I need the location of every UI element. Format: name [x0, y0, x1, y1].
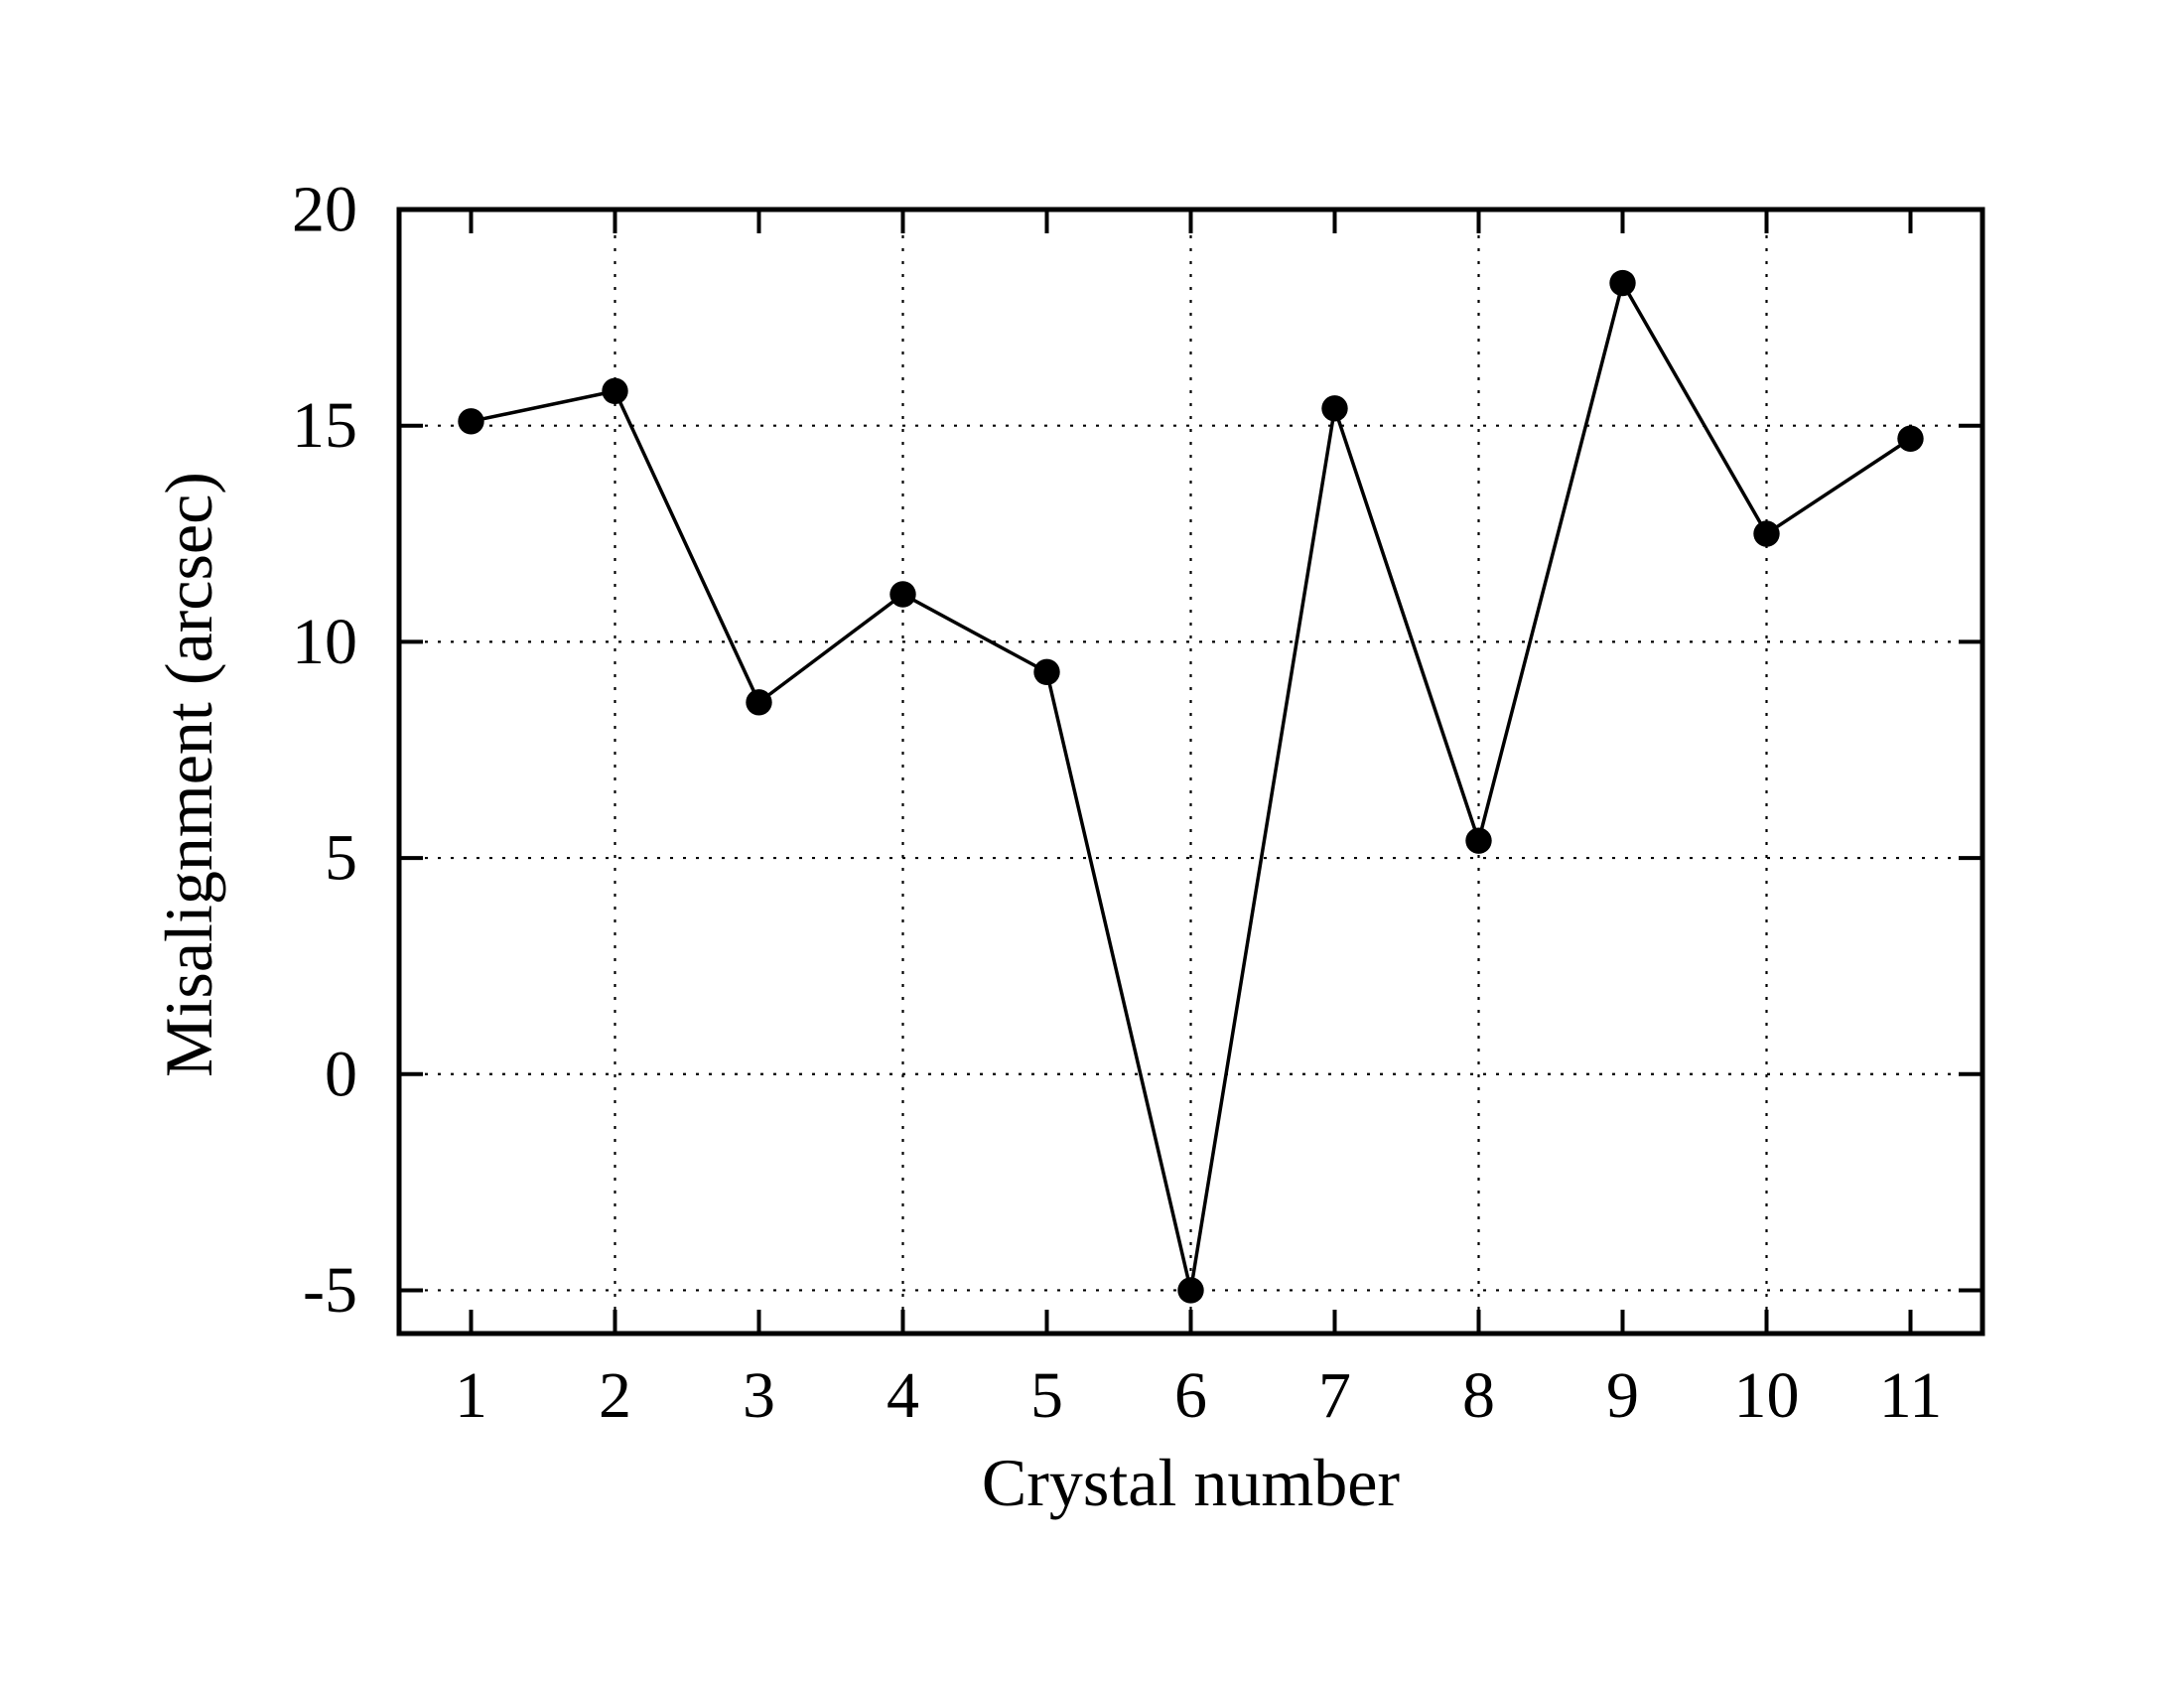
y-tick-label: -5 [303, 1254, 357, 1327]
x-tick-label: 8 [1462, 1359, 1495, 1432]
x-tick-label: 2 [599, 1359, 631, 1432]
y-tick-label: 5 [325, 822, 357, 895]
x-tick-label: 9 [1606, 1359, 1639, 1432]
x-tick-label: 10 [1734, 1359, 1800, 1432]
x-tick-label: 6 [1174, 1359, 1207, 1432]
data-point [602, 377, 628, 405]
y-tick-label: 20 [292, 174, 357, 246]
y-tick-label: 15 [292, 389, 357, 462]
data-point [1033, 658, 1060, 686]
data-point [458, 408, 484, 435]
data-point [746, 689, 772, 716]
x-tick-label: 4 [887, 1359, 919, 1432]
x-axis-label: Crystal number [982, 1445, 1401, 1520]
x-tick-label: 7 [1318, 1359, 1351, 1432]
data-point [1177, 1277, 1204, 1304]
y-tick-label: 10 [292, 606, 357, 678]
tick-layer [399, 208, 1982, 1334]
grid-layer [399, 210, 1982, 1334]
data-point [1465, 827, 1492, 854]
data-point [1609, 269, 1636, 297]
x-tick-label: 5 [1030, 1359, 1063, 1432]
data-point [889, 581, 916, 608]
data-point [1753, 520, 1780, 547]
x-tick-label: 3 [743, 1359, 775, 1432]
x-tick-label: 11 [1879, 1359, 1943, 1432]
plot-area-border [396, 207, 1985, 1336]
x-tick-label: 1 [455, 1359, 487, 1432]
y-axis-label: Misalignment (arcsec) [151, 472, 226, 1077]
data-point [1321, 395, 1348, 422]
y-tick-label: 0 [325, 1038, 357, 1110]
data-point [1897, 425, 1924, 452]
tick-label-layer: 20 15 10 5 0 -5 1 2 3 4 5 6 7 8 9 10 11 [292, 174, 1942, 1433]
series-layer [458, 269, 1924, 1304]
